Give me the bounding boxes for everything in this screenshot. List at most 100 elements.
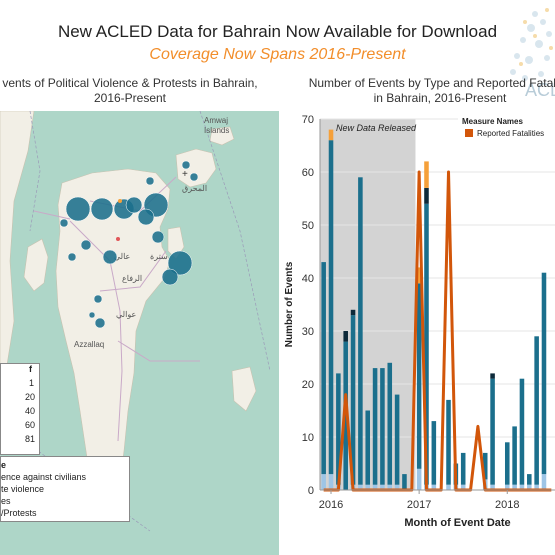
bar-protests[interactable] [446, 399, 451, 485]
bar-protests[interactable] [490, 378, 495, 485]
x-axis-title: Month of Event Date [404, 517, 510, 529]
umm-nasan-island [23, 238, 49, 292]
bar-violence-against-civilians[interactable] [380, 484, 385, 490]
y-tick-label: 30 [302, 326, 314, 338]
chart-legend [458, 114, 555, 142]
legend-item[interactable]: es [1, 496, 11, 506]
map-canvas[interactable]: Amwaj Islands المحرق عالي الرفاع عوالي س… [0, 111, 279, 555]
event-bubble[interactable] [65, 196, 91, 222]
event-bubble[interactable] [67, 252, 77, 262]
legend-swatch-fatalities[interactable] [465, 129, 473, 137]
event-bubble[interactable] [137, 208, 155, 226]
bar-violence-against-civilians[interactable] [328, 474, 334, 490]
bar-protests[interactable] [394, 394, 400, 485]
bar-riots[interactable] [343, 331, 348, 342]
y-tick-label: 70 [302, 114, 314, 126]
bar-protests[interactable] [504, 442, 510, 485]
bar-violence-against-civilians[interactable] [387, 484, 393, 490]
bar-protests[interactable] [336, 373, 341, 485]
new-data-label: New Data Released [336, 123, 417, 133]
bar-violence-against-civilians[interactable] [365, 484, 371, 490]
event-bubble[interactable] [59, 218, 69, 228]
y-tick-label: 20 [302, 379, 314, 391]
bar-protests[interactable] [358, 177, 363, 485]
bar-protests[interactable] [387, 362, 393, 485]
event-bubble[interactable] [151, 230, 165, 244]
bar-protests[interactable] [482, 452, 488, 480]
label-amwaj: Amwaj [204, 116, 228, 125]
event-bubbles[interactable] [59, 160, 199, 329]
event-bubble[interactable] [88, 311, 96, 319]
event-bubble[interactable] [181, 160, 191, 170]
bar-protests[interactable] [328, 140, 334, 475]
events-chart[interactable]: New Data Released 0 10 20 30 40 50 60 70 2016 201… [280, 108, 555, 555]
bar-remote-violence[interactable] [328, 129, 334, 141]
bar-violence-against-civilians[interactable] [358, 484, 363, 490]
bar-remote-violence[interactable] [424, 161, 429, 188]
bar-protests[interactable] [372, 368, 378, 485]
label-sitra: سترة [150, 252, 168, 261]
bar-violence-against-civilians[interactable] [372, 484, 378, 490]
cursor-crosshair: + [182, 169, 188, 180]
event-bubble[interactable] [189, 172, 199, 182]
bar-violence-against-civilians[interactable] [541, 474, 547, 490]
bar-violence-against-civilians[interactable] [490, 484, 495, 490]
bar-protests[interactable] [402, 474, 407, 490]
bar-protests[interactable] [460, 452, 466, 485]
legend-item[interactable]: ence against civilians [1, 472, 87, 482]
bar-protests[interactable] [350, 315, 356, 485]
bar-violence-against-civilians[interactable] [534, 484, 539, 490]
bar-violence-against-civilians[interactable] [512, 484, 517, 490]
event-bubble[interactable] [90, 197, 114, 221]
legend-item[interactable]: /Protests [1, 508, 37, 518]
bar-protests[interactable] [512, 426, 517, 485]
bar-violence-against-civilians[interactable] [416, 468, 422, 490]
bar-protests[interactable] [416, 283, 422, 469]
bar-riots[interactable] [424, 187, 429, 204]
legend-title: Measure Names [462, 117, 523, 126]
bar-violence-against-civilians[interactable] [527, 484, 532, 490]
label-awali: عوالي [116, 310, 136, 319]
event-bubble[interactable] [80, 239, 92, 251]
event-bubble[interactable] [94, 317, 106, 329]
bar-protests[interactable] [541, 272, 547, 475]
bar-violence-against-civilians[interactable] [446, 484, 451, 490]
bar-violence-against-civilians[interactable] [394, 484, 400, 490]
bar-protests[interactable] [431, 421, 437, 485]
legend-item[interactable]: te violence [1, 484, 45, 494]
acled-logo: ACL [510, 8, 555, 100]
label-riffa: الرفاع [122, 274, 142, 283]
bar-protests[interactable] [534, 336, 539, 485]
bar-remote-violence[interactable] [416, 267, 422, 284]
size-legend: f 1 20 40 60 81 [0, 363, 40, 455]
event-bubble[interactable] [102, 249, 118, 265]
bar-protests[interactable] [424, 203, 429, 485]
bar-protests[interactable] [321, 262, 326, 475]
event-map[interactable]: Amwaj Islands المحرق عالي الرفاع عوالي س… [0, 111, 279, 555]
x-tick-label: 2016 [319, 499, 343, 511]
chart-title: Number of Events by Type and Reported Fa… [308, 76, 555, 105]
bar-violence-against-civilians[interactable] [504, 484, 510, 490]
bar-violence-against-civilians[interactable] [460, 484, 466, 490]
legend-item-fatalities[interactable]: Reported Fatalities [477, 129, 544, 138]
bar-protests[interactable] [343, 341, 348, 490]
bahrain-island [55, 168, 171, 518]
event-bubble[interactable] [167, 250, 193, 276]
event-bubble[interactable] [145, 176, 155, 186]
event-dot[interactable] [116, 237, 120, 241]
bar-protests[interactable] [365, 410, 371, 485]
bar-protests[interactable] [380, 368, 385, 485]
roads [33, 176, 200, 442]
bar-violence-against-civilians[interactable] [519, 484, 525, 490]
event-bubble[interactable] [125, 196, 143, 214]
bar-violence-against-civilians[interactable] [431, 484, 437, 490]
bar-protests[interactable] [519, 378, 525, 485]
amwaj-islands [209, 126, 235, 146]
event-dot[interactable] [118, 199, 122, 203]
event-bubble[interactable] [161, 268, 179, 286]
bar-riots[interactable] [350, 309, 356, 316]
bar-protests[interactable] [527, 474, 532, 485]
event-bubble[interactable] [93, 294, 103, 304]
bar-violence-against-civilians[interactable] [321, 474, 326, 490]
bar-riots[interactable] [490, 373, 495, 379]
